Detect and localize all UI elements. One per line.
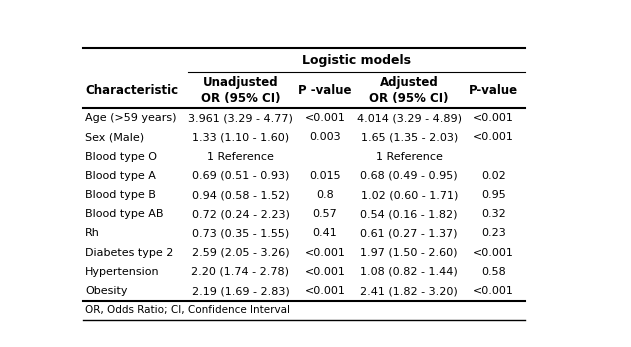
Text: 0.72 (0.24 - 2.23): 0.72 (0.24 - 2.23) <box>192 209 290 219</box>
Text: 0.015: 0.015 <box>309 171 341 181</box>
Text: Sex (Male): Sex (Male) <box>85 132 144 142</box>
Text: 0.73 (0.35 - 1.55): 0.73 (0.35 - 1.55) <box>192 228 289 238</box>
Text: <0.001: <0.001 <box>473 286 514 296</box>
Text: 0.57: 0.57 <box>312 209 337 219</box>
Text: Unadjusted
OR (95% CI): Unadjusted OR (95% CI) <box>201 76 280 105</box>
Text: 0.58: 0.58 <box>481 267 506 277</box>
Text: 0.41: 0.41 <box>312 228 337 238</box>
Text: 2.59 (2.05 - 3.26): 2.59 (2.05 - 3.26) <box>192 248 289 258</box>
Text: <0.001: <0.001 <box>304 248 345 258</box>
Text: Characteristic: Characteristic <box>85 84 179 97</box>
Text: 4.014 (3.29 - 4.89): 4.014 (3.29 - 4.89) <box>357 113 462 123</box>
Text: <0.001: <0.001 <box>473 113 514 123</box>
Text: <0.001: <0.001 <box>473 248 514 258</box>
Text: Hypertension: Hypertension <box>85 267 160 277</box>
Text: 2.19 (1.69 - 2.83): 2.19 (1.69 - 2.83) <box>192 286 290 296</box>
Text: 0.68 (0.49 - 0.95): 0.68 (0.49 - 0.95) <box>360 171 458 181</box>
Text: <0.001: <0.001 <box>304 267 345 277</box>
Text: 0.69 (0.51 - 0.93): 0.69 (0.51 - 0.93) <box>192 171 289 181</box>
Text: Rh: Rh <box>85 228 100 238</box>
Text: 1.33 (1.10 - 1.60): 1.33 (1.10 - 1.60) <box>192 132 289 142</box>
Text: 1.08 (0.82 - 1.44): 1.08 (0.82 - 1.44) <box>360 267 458 277</box>
Text: Logistic models: Logistic models <box>302 54 411 67</box>
Text: Obesity: Obesity <box>85 286 127 296</box>
Text: 1 Reference: 1 Reference <box>207 152 274 162</box>
Text: 0.94 (0.58 - 1.52): 0.94 (0.58 - 1.52) <box>192 190 289 200</box>
Text: <0.001: <0.001 <box>304 113 345 123</box>
Text: 0.54 (0.16 - 1.82): 0.54 (0.16 - 1.82) <box>360 209 458 219</box>
Text: 2.41 (1.82 - 3.20): 2.41 (1.82 - 3.20) <box>360 286 458 296</box>
Text: 0.32: 0.32 <box>481 209 506 219</box>
Text: Age (>59 years): Age (>59 years) <box>85 113 177 123</box>
Text: <0.001: <0.001 <box>473 132 514 142</box>
Text: 0.23: 0.23 <box>481 228 506 238</box>
Text: P-value: P-value <box>469 84 518 97</box>
Text: Adjusted
OR (95% CI): Adjusted OR (95% CI) <box>370 76 449 105</box>
Text: 0.003: 0.003 <box>309 132 341 142</box>
Text: 1.65 (1.35 - 2.03): 1.65 (1.35 - 2.03) <box>360 132 458 142</box>
Text: Blood type AB: Blood type AB <box>85 209 163 219</box>
Text: P -value: P -value <box>298 84 351 97</box>
Text: Diabetes type 2: Diabetes type 2 <box>85 248 174 258</box>
Text: Blood type A: Blood type A <box>85 171 156 181</box>
Text: 1.02 (0.60 - 1.71): 1.02 (0.60 - 1.71) <box>360 190 458 200</box>
Text: Blood type B: Blood type B <box>85 190 156 200</box>
Text: 2.20 (1.74 - 2.78): 2.20 (1.74 - 2.78) <box>191 267 290 277</box>
Text: 3.961 (3.29 - 4.77): 3.961 (3.29 - 4.77) <box>188 113 293 123</box>
Text: 0.61 (0.27 - 1.37): 0.61 (0.27 - 1.37) <box>360 228 458 238</box>
Text: OR, Odds Ratio; CI, Confidence Interval: OR, Odds Ratio; CI, Confidence Interval <box>85 305 290 315</box>
Text: 0.02: 0.02 <box>481 171 506 181</box>
Text: 0.95: 0.95 <box>481 190 506 200</box>
Text: 1 Reference: 1 Reference <box>376 152 443 162</box>
Text: 1.97 (1.50 - 2.60): 1.97 (1.50 - 2.60) <box>360 248 458 258</box>
Text: <0.001: <0.001 <box>304 286 345 296</box>
Text: 0.8: 0.8 <box>316 190 334 200</box>
Text: Blood type O: Blood type O <box>85 152 157 162</box>
